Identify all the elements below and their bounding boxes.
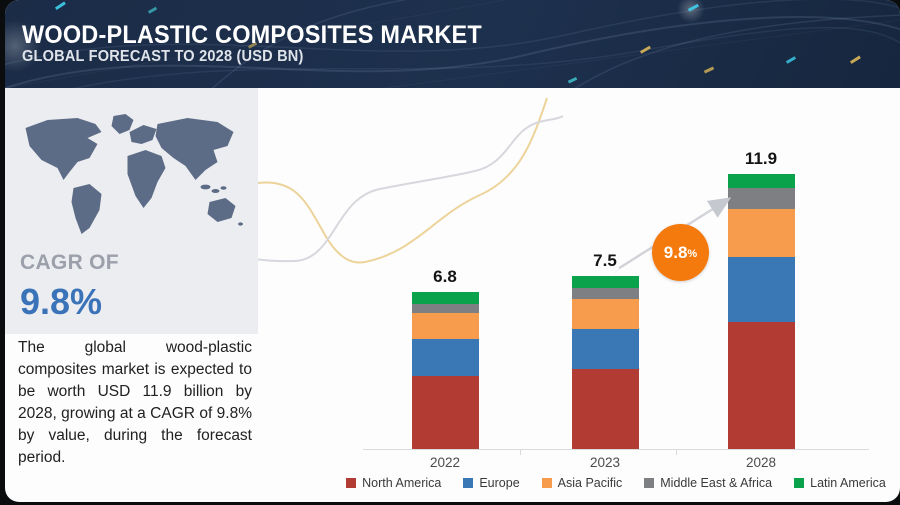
x-axis-label: 2023 <box>589 455 621 470</box>
page-subtitle: GLOBAL FORECAST TO 2028 (USD BN) <box>22 48 304 65</box>
bar-segment-latin-america <box>727 173 795 188</box>
bar-segment-north-america <box>571 368 639 450</box>
bar-segment-middle-east-africa <box>727 187 795 209</box>
bar-segment-latin-america <box>411 292 479 304</box>
legend-item: North America <box>346 476 441 490</box>
x-axis-label: 2028 <box>745 455 777 470</box>
bar-segment-europe <box>571 329 639 369</box>
cagr-badge: 9.8% <box>652 224 709 281</box>
cagr-badge-value: 9.8 <box>663 242 688 262</box>
x-axis-line <box>363 449 869 450</box>
legend-item: Middle East & Africa <box>644 476 772 490</box>
legend-item: Latin America <box>794 476 886 490</box>
bar-2023 <box>571 276 639 450</box>
bar-2028 <box>727 173 795 450</box>
world-map-icon <box>25 114 243 234</box>
cagr-value: 9.8% <box>20 281 103 322</box>
legend-label: Europe <box>479 476 520 490</box>
bar-total-label: 7.5 <box>593 251 617 270</box>
legend-label: Asia Pacific <box>557 476 623 490</box>
bar-segment-middle-east-africa <box>411 303 479 314</box>
cagr-label: CAGR OF <box>20 251 119 274</box>
legend-label: North America <box>362 476 442 490</box>
legend-label: Middle East & Africa <box>660 476 773 490</box>
legend-swatch <box>346 478 357 488</box>
bar-total-label: 11.9 <box>744 148 778 168</box>
bar-segment-europe <box>411 338 479 376</box>
header-banner: WOOD-PLASTIC COMPOSITES MARKET GLOBAL FO… <box>5 0 900 88</box>
legend-swatch <box>794 478 805 488</box>
bar-segment-north-america <box>411 375 479 450</box>
market-summary-text: The global wood-plastic composites marke… <box>18 339 252 466</box>
page-title: WOOD-PLASTIC COMPOSITES MARKET <box>22 21 482 49</box>
legend-swatch <box>644 478 655 488</box>
header-network-graphic <box>5 0 900 88</box>
bar-total-label: 6.8 <box>433 267 457 287</box>
legend-swatch <box>463 478 474 488</box>
bar-segment-europe <box>727 257 795 323</box>
bar-segment-asia-pacific <box>571 299 639 330</box>
cagr-badge-percent: % <box>687 248 698 260</box>
x-axis-tick <box>676 450 677 455</box>
bar-2022 <box>411 292 479 450</box>
bar-segment-asia-pacific <box>727 208 795 258</box>
bar-segment-middle-east-africa <box>571 287 639 300</box>
legend-swatch <box>541 478 552 488</box>
x-axis-tick <box>520 450 521 455</box>
infographic-card: WOOD-PLASTIC COMPOSITES MARKET GLOBAL FO… <box>5 0 900 502</box>
x-axis-label: 2022 <box>429 455 461 470</box>
bar-segment-latin-america <box>571 276 639 288</box>
legend-item: Asia Pacific <box>541 476 623 490</box>
legend-label: Latin America <box>810 476 886 490</box>
bar-segment-asia-pacific <box>411 313 479 339</box>
bar-segment-north-america <box>727 322 795 450</box>
chart-legend: North America Europe Asia Pacific Middle Ea… <box>346 476 886 490</box>
legend-item: Europe <box>463 476 520 490</box>
